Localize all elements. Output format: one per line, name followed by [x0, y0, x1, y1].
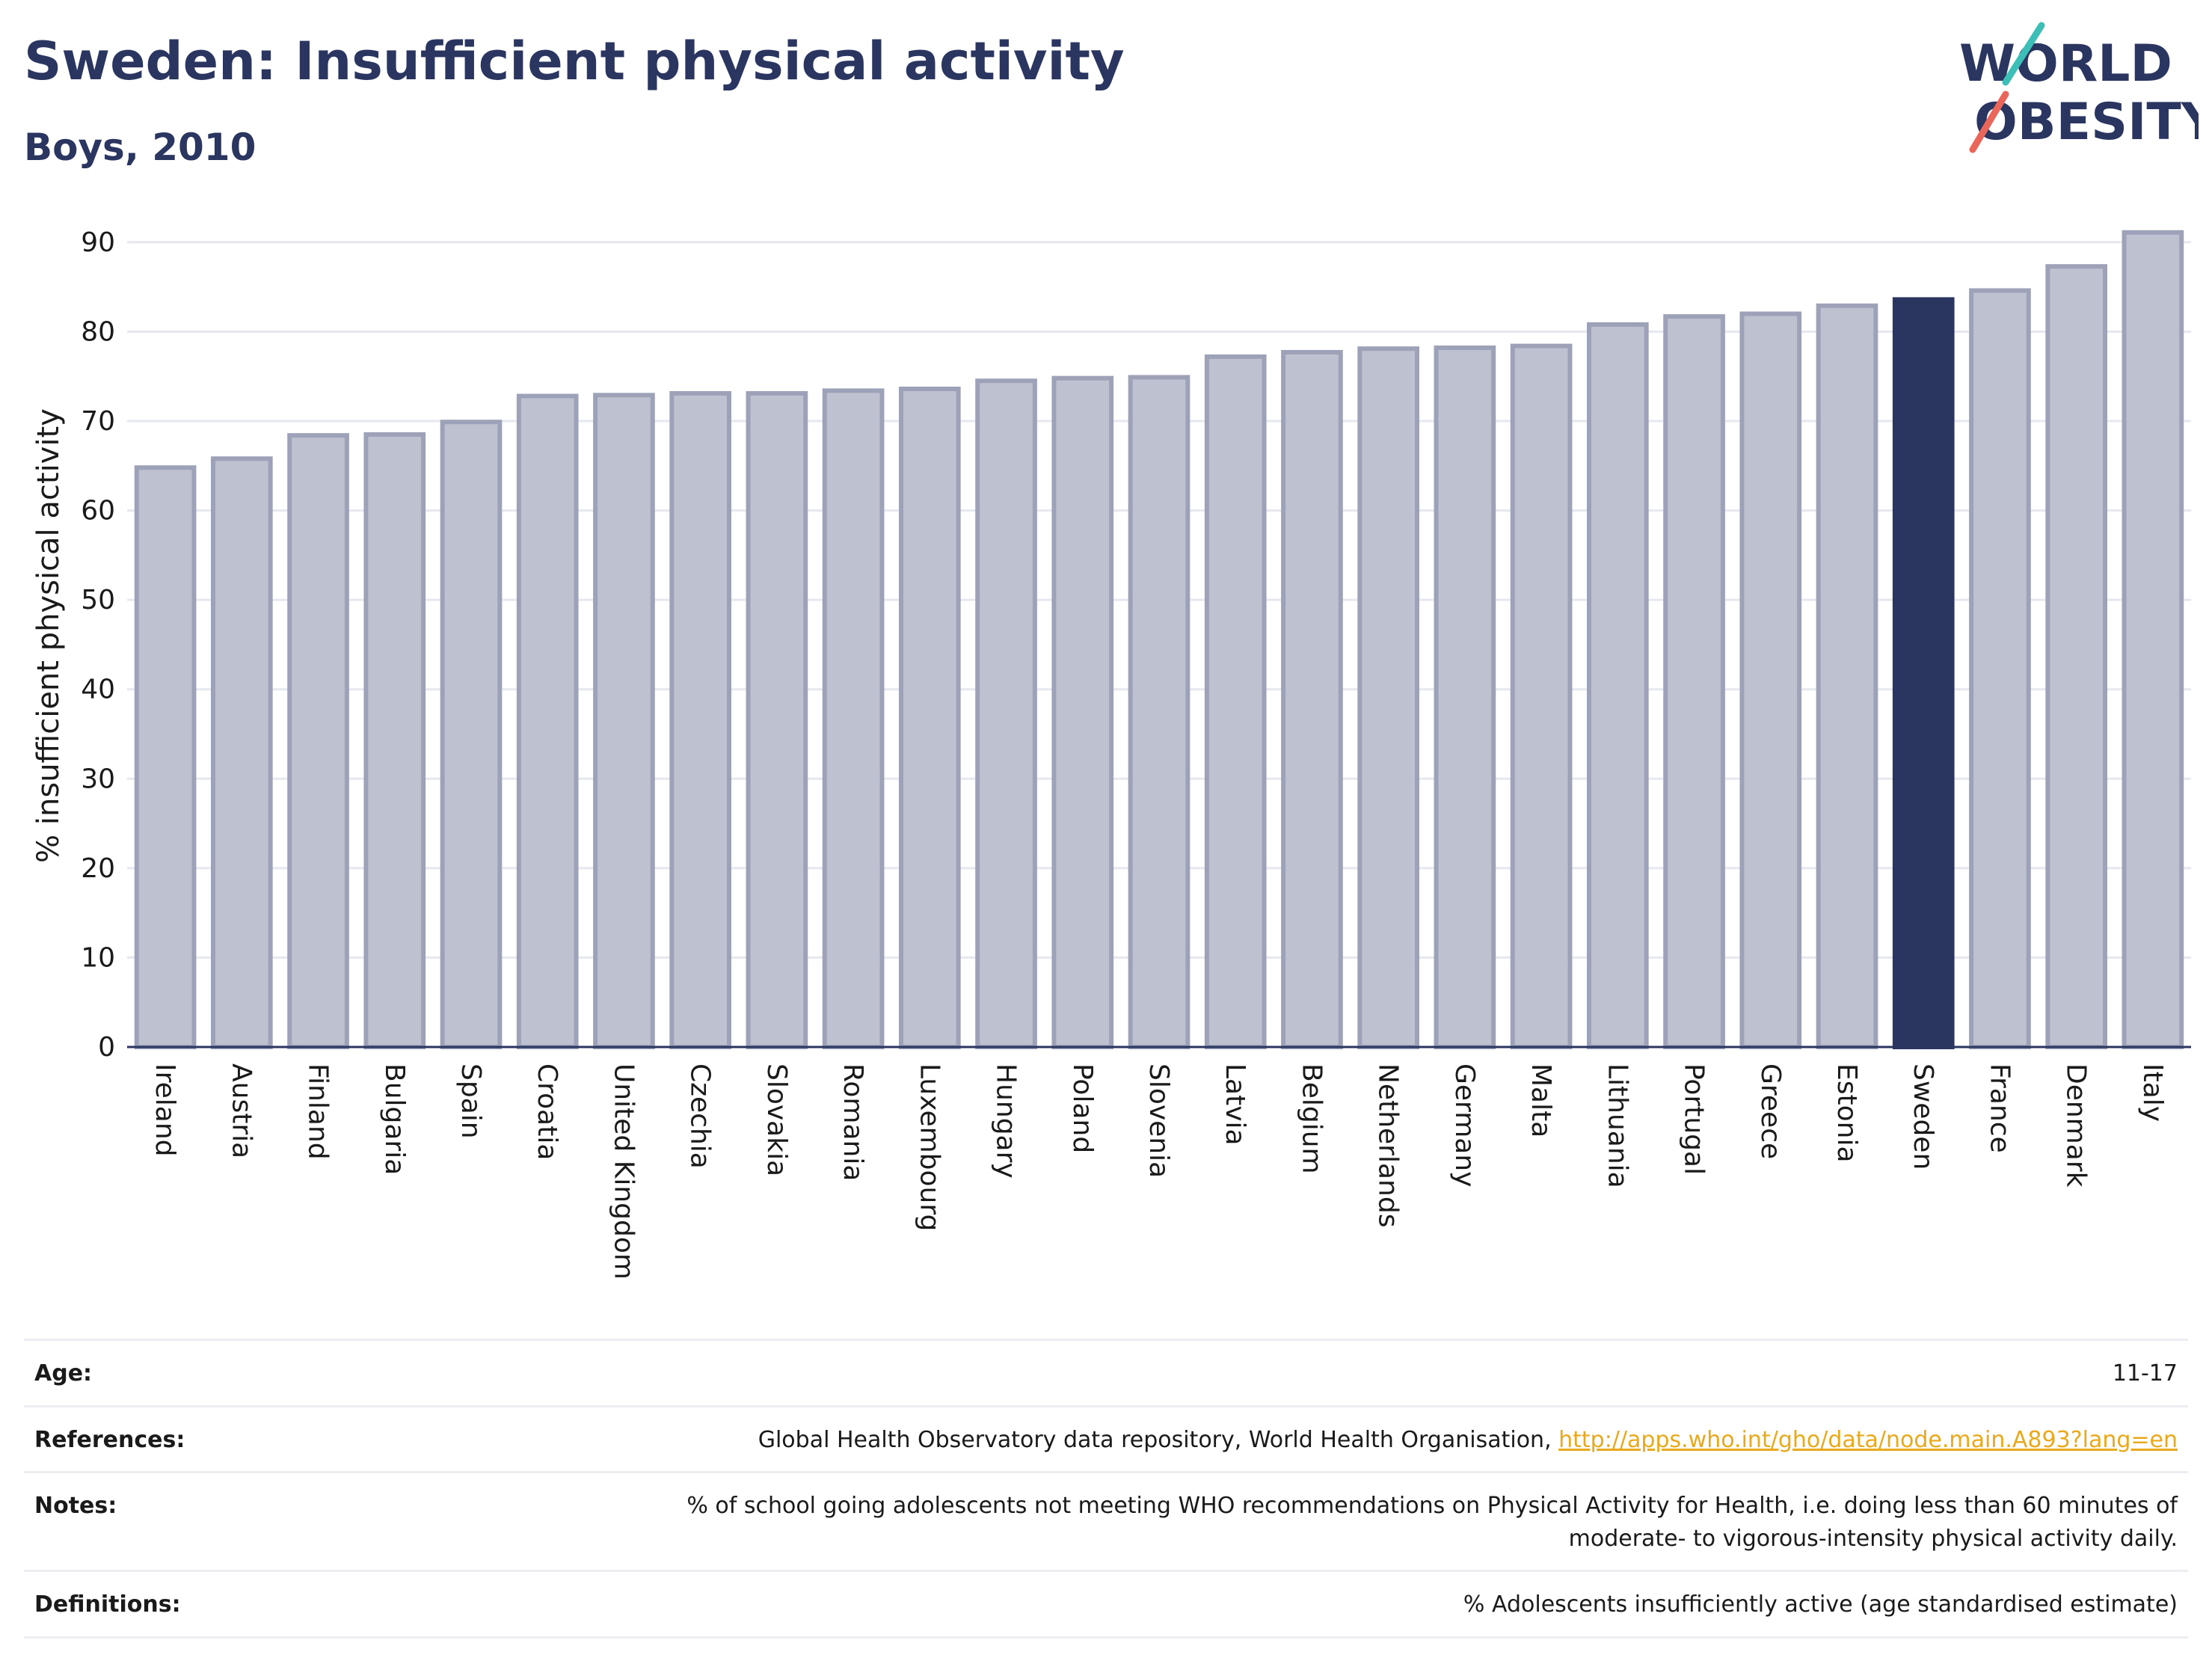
bar-netherlands [1357, 346, 1420, 1049]
x-tick-label: Sweden [1908, 1063, 1938, 1170]
world-obesity-logo: WORLD OBESITY [1959, 22, 2199, 153]
y-tick-label: 80 [81, 316, 115, 347]
meta-row-notes: Notes: % of school going adolescents not… [24, 1473, 2188, 1572]
x-tick-label: Czechia [685, 1063, 716, 1169]
x-tick-label: Lithuania [1602, 1063, 1632, 1188]
y-axis-label: % insufficient physical activity [31, 408, 66, 863]
notes-value: % of school going adolescents not meetin… [686, 1493, 2178, 1552]
bar-greece [1739, 311, 1802, 1049]
y-tick-label: 50 [81, 585, 115, 615]
references-text: Global Health Observatory data repositor… [758, 1426, 1559, 1453]
references-label: References: [34, 1426, 185, 1453]
logo-slash-coral [1969, 90, 2009, 153]
logo-slash-teal [2002, 22, 2045, 86]
bar-united-kingdom [593, 393, 655, 1049]
chart-subtitle: Boys, 2010 [24, 126, 256, 169]
chart-title: Sweden: Insufficient physical activity [24, 31, 1125, 92]
x-tick-label: Hungary [991, 1063, 1021, 1179]
bar-sweden [1892, 297, 1955, 1050]
references-link[interactable]: http://apps.who.int/gho/data/node.main.A… [1558, 1426, 2178, 1453]
references-value: Global Health Observatory data repositor… [758, 1424, 2178, 1457]
x-tick-label: Finland [303, 1063, 334, 1160]
x-tick-label: Slovakia [761, 1063, 792, 1176]
x-tick-labels: Ireland Austria Finland Bulgaria Spain Croati… [150, 1063, 2168, 1280]
x-tick-label: Belgium [1296, 1063, 1327, 1174]
logo-line-2: OBESITY [1974, 93, 2199, 152]
bar-spain [440, 420, 503, 1049]
bar-malta [1510, 343, 1573, 1049]
x-tick-label: Portugal [1679, 1063, 1709, 1175]
meta-row-references: References: Global Health Observatory da… [24, 1407, 2188, 1473]
y-tick-label: 90 [81, 227, 115, 258]
bar-france [1969, 288, 2031, 1049]
x-tick-label: Bulgaria [379, 1063, 410, 1175]
bar-portugal [1663, 314, 1725, 1049]
y-tick-label: 60 [81, 496, 115, 526]
x-tick-label: United Kingdom [608, 1063, 639, 1280]
bar-slovenia [1128, 375, 1191, 1049]
meta-row-definitions: Definitions: % Adolescents insufficientl… [24, 1572, 2188, 1639]
x-tick-label: Slovenia [1143, 1063, 1174, 1178]
y-tick-label: 20 [81, 853, 115, 884]
metadata-table: Age: 11-17 References: Global Health Obs… [24, 1339, 2188, 1639]
notes-label: Notes: [34, 1493, 117, 1519]
definitions-label: Definitions: [34, 1591, 181, 1618]
bar-poland [1051, 375, 1114, 1049]
bar-denmark [2045, 264, 2107, 1049]
x-tick-label: France [1984, 1063, 2015, 1153]
x-tick-label: Austria [226, 1063, 256, 1158]
x-tick-label: Ireland [150, 1063, 180, 1157]
bar-bulgaria [363, 432, 426, 1049]
logo-line-1: WORLD [1959, 34, 2172, 93]
x-tick-label: Luxembourg [914, 1063, 944, 1231]
bar-hungary [975, 378, 1037, 1049]
x-tick-label: Estonia [1831, 1063, 1862, 1163]
y-tick-label: 0 [98, 1032, 115, 1063]
bar-austria [211, 456, 273, 1049]
y-tick-label: 10 [81, 942, 115, 973]
definitions-value: % Adolescents insufficiently active (age… [1463, 1591, 2178, 1618]
x-tick-label: Latvia [1220, 1063, 1250, 1146]
bars [134, 230, 2184, 1050]
y-tick-label: 30 [81, 764, 115, 794]
bar-chart: 0 10 20 30 40 50 60 70 80 90 Ireland Austria Finlan… [31, 227, 2191, 1280]
bar-estonia [1816, 303, 1878, 1050]
bar-latvia [1204, 354, 1267, 1049]
y-tick-labels: 0 10 20 30 40 50 60 70 80 90 [81, 227, 115, 1063]
x-tick-label: Netherlands [1373, 1063, 1404, 1227]
x-tick-label: Germany [1449, 1063, 1480, 1187]
x-tick-label: Spain [455, 1063, 486, 1139]
x-tick-label: Denmark [2061, 1063, 2092, 1188]
bar-luxembourg [899, 387, 961, 1049]
age-value: 11-17 [2112, 1360, 2178, 1387]
y-tick-label: 70 [81, 406, 115, 437]
bar-belgium [1281, 349, 1343, 1049]
bar-croatia [516, 393, 579, 1049]
x-tick-label: Greece [1755, 1063, 1786, 1159]
x-tick-label: Poland [1067, 1063, 1098, 1153]
bar-slovakia [746, 390, 808, 1049]
x-tick-label: Romania [838, 1063, 868, 1181]
bar-ireland [134, 465, 197, 1049]
age-label: Age: [34, 1360, 93, 1387]
x-tick-label: Malta [1526, 1063, 1556, 1137]
meta-row-age: Age: 11-17 [24, 1341, 2188, 1407]
bar-lithuania [1587, 322, 1649, 1050]
bar-romania [822, 388, 885, 1049]
bar-czechia [669, 390, 731, 1049]
bar-italy [2122, 230, 2184, 1049]
x-tick-label: Italy [2137, 1063, 2168, 1122]
bar-finland [287, 433, 349, 1049]
x-tick-label: Croatia [532, 1063, 562, 1160]
y-tick-label: 40 [81, 675, 115, 705]
bar-germany [1434, 346, 1496, 1049]
